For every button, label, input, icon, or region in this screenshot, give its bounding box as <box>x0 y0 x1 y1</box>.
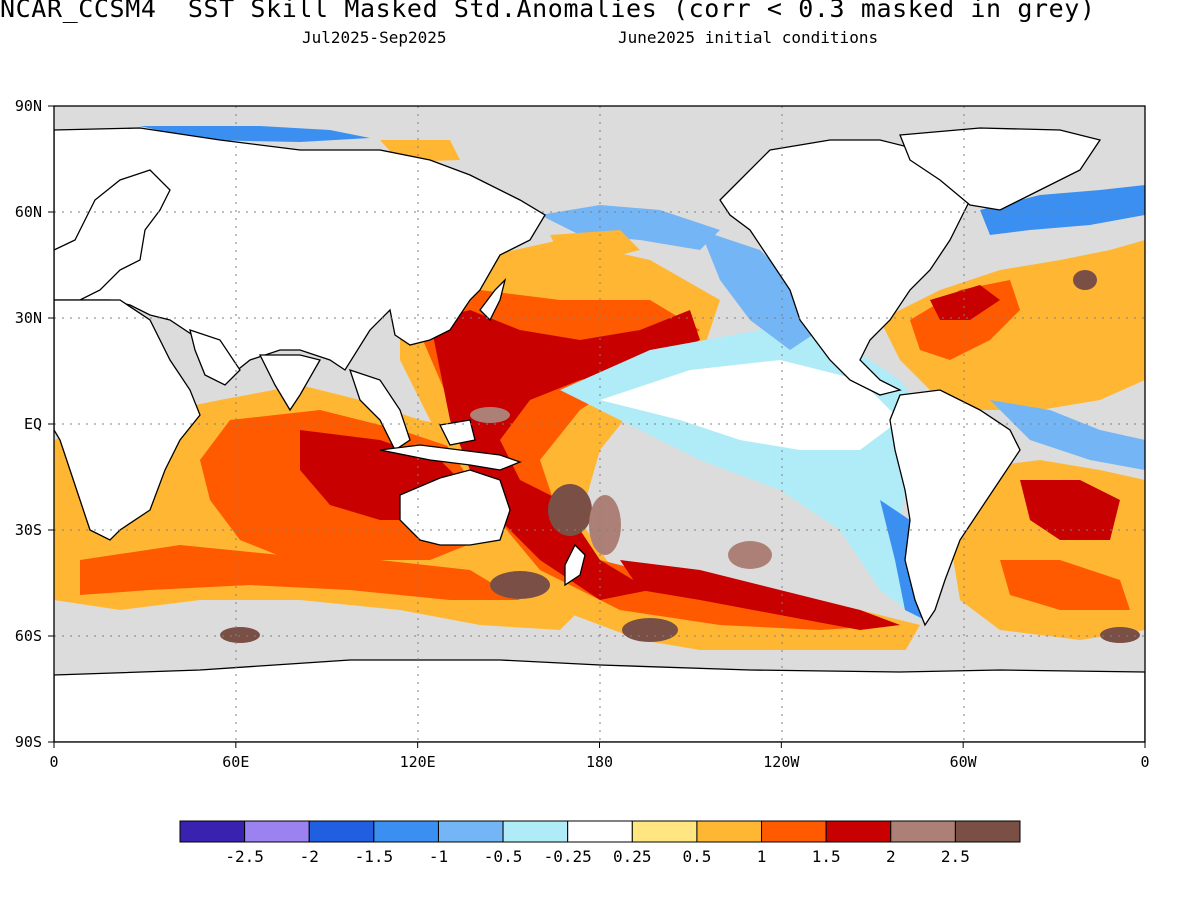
longitude-tick-label: 0 <box>1140 753 1149 771</box>
colorbar-segment <box>179 820 246 843</box>
extreme-anomaly-patch <box>622 618 678 642</box>
longitude-tick-label: 120E <box>400 753 436 771</box>
extreme-anomaly-patch <box>1100 627 1140 643</box>
colorbar: -2.5 -2 -1.5 -1 -0.5 -0.25 0.25 0.5 1 1.5 2 2.5 <box>179 820 1021 866</box>
south-pacific-strong-band <box>620 560 900 630</box>
north-atlantic-strong-patch <box>930 285 1000 320</box>
colorbar-label: 1.5 <box>812 847 841 866</box>
colorbar-segment <box>373 820 439 843</box>
colorbar-segment <box>631 820 698 843</box>
colorbar-label: -0.5 <box>484 847 523 866</box>
arabia-india-land <box>189 329 321 412</box>
south-atlantic-hot-patch <box>1000 560 1130 610</box>
southeast-asia-land <box>348 368 411 451</box>
longitude-tick-label: 60E <box>222 753 249 771</box>
latitude-axis: 90N 60N 30N EQ 30S 60S 90S <box>15 97 54 751</box>
south-america-land <box>889 389 1021 627</box>
latitude-tick-label: 30S <box>15 521 42 539</box>
greenland-land <box>899 127 1102 211</box>
south-atlantic-hot-region <box>1020 480 1120 540</box>
latitude-tick-label: 90S <box>15 733 42 751</box>
colorbar-label: 0.5 <box>682 847 711 866</box>
west-pacific-strong-region <box>430 310 700 600</box>
australia-land <box>399 469 511 546</box>
chart-title: NCAR_CCSM4 SST Skill Masked Std.Anomalie… <box>0 0 1096 23</box>
longitude-axis: 0 60E 120E 180 120W 60W 0 <box>49 742 1150 771</box>
africa-land <box>54 299 201 541</box>
extreme-anomaly-patch <box>548 484 592 536</box>
colorbar-label: 1 <box>757 847 767 866</box>
colorbar-label: 2.5 <box>941 847 970 866</box>
colorbar-label: -0.25 <box>544 847 592 866</box>
latitude-tick-label: 60N <box>15 203 42 221</box>
colorbar-segment <box>502 820 569 843</box>
map-field <box>54 106 1145 742</box>
colorbar-segment <box>308 820 375 843</box>
longitude-tick-label: 180 <box>586 753 613 771</box>
southern-indian-band <box>80 545 520 600</box>
extreme-anomaly-patch <box>470 407 510 423</box>
latitude-tick-label: 30N <box>15 309 42 327</box>
antarctica-land <box>54 659 1145 742</box>
europe-land <box>54 169 171 301</box>
colorbar-label: -2 <box>300 847 319 866</box>
north-pacific-cool-region <box>540 205 720 250</box>
continents <box>54 127 1145 742</box>
colorbar-segment <box>696 820 763 843</box>
extreme-anomaly-patch <box>728 541 772 569</box>
colorbar-label: -2.5 <box>225 847 264 866</box>
longitude-tick-label: 0 <box>49 753 58 771</box>
extreme-anomaly-patch <box>220 627 260 643</box>
extreme-anomaly-patch <box>1073 270 1097 290</box>
colorbar-segment <box>244 820 310 843</box>
latitude-tick-label: 90N <box>15 97 42 115</box>
longitude-tick-label: 60W <box>950 753 978 771</box>
colorbar-segment <box>567 820 633 843</box>
colorbar-segment <box>825 820 892 843</box>
latitude-tick-label: 60S <box>15 627 42 645</box>
extreme-anomaly-patch <box>589 495 621 555</box>
graticule <box>54 106 1145 742</box>
maritime-continent-land <box>379 419 522 471</box>
colorbar-label: -1 <box>429 847 448 866</box>
extreme-anomaly-patch <box>490 571 550 599</box>
colorbar-segment <box>954 820 1021 843</box>
colorbar-label: 2 <box>886 847 896 866</box>
initial-conditions: June2025 initial conditions <box>618 28 879 47</box>
north-atlantic-cold-band <box>980 185 1145 235</box>
north-pacific-warm-patch <box>550 230 640 260</box>
colorbar-label: -1.5 <box>355 847 394 866</box>
new-zealand-land <box>564 543 586 587</box>
latitude-tick-label: EQ <box>24 415 42 433</box>
eurasia-land <box>54 127 546 382</box>
colorbar-label: 0.25 <box>613 847 652 866</box>
forecast-period: Jul2025-Sep2025 <box>302 28 447 47</box>
longitude-tick-label: 120W <box>763 753 800 771</box>
colorbar-segment <box>761 820 827 843</box>
colorbar-segment <box>890 820 956 843</box>
east-pacific-neutral-region <box>600 360 900 450</box>
colorbar-segment <box>437 820 504 843</box>
japan-land <box>479 277 507 322</box>
east-pacific-cold-region <box>700 230 820 350</box>
tropical-atlantic-cool-band <box>990 400 1145 470</box>
